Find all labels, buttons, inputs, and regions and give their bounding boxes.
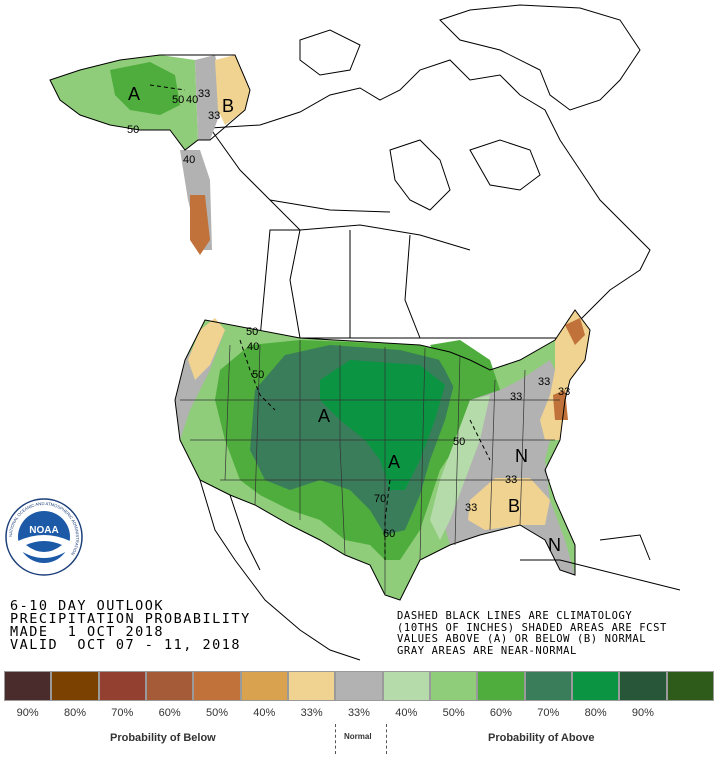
legend-percent-label: 40% <box>253 707 276 719</box>
contour-label: 33 <box>208 110 220 122</box>
legend-percent-label: 60% <box>158 707 181 719</box>
contour-label: 50 <box>127 124 139 136</box>
letter-a-plains: A <box>318 406 330 426</box>
contour-label: 33 <box>558 386 570 398</box>
outlook-map: A B A A N B N 50 40 33 33 50 40 50 50 33… <box>49 4 681 661</box>
coastlines <box>209 4 651 339</box>
legend-percent-label: 60% <box>489 707 512 719</box>
legend-swatch <box>666 671 714 701</box>
contour-label: 40 <box>183 154 195 166</box>
contour-label: 33 <box>510 391 522 403</box>
title-line: VALID OCT 07 - 11, 2018 <box>10 637 242 653</box>
alaska-shading <box>49 54 251 255</box>
note-line: (10THS OF INCHES) SHADED AREAS ARE FCST <box>397 621 667 634</box>
legend-swatch <box>287 671 336 701</box>
legend-below-label: Probability of Below <box>110 732 216 744</box>
letter-a-south: A <box>388 452 400 472</box>
legend-swatches <box>4 671 714 701</box>
legend-percent-label: 50% <box>205 707 228 719</box>
contour-label: 60 <box>383 528 395 540</box>
legend-percent-label: 80% <box>584 707 607 719</box>
legend-swatch <box>571 671 620 701</box>
contour-label: 33 <box>538 376 550 388</box>
mexico-outline <box>199 479 681 661</box>
legend-percent-label: 90% <box>16 707 39 719</box>
legend-swatch <box>51 671 99 701</box>
title-line: MADE 1 OCT 2018 <box>10 624 165 640</box>
legend-percent-label: 33% <box>300 707 323 719</box>
legend-normal-label: Normal <box>344 732 372 741</box>
letter-n-florida: N <box>548 535 561 555</box>
legend-percent-label: 50% <box>442 707 465 719</box>
contour-label: 50 <box>252 369 264 381</box>
contour-label: 50 <box>172 94 184 106</box>
notes-block: DASHED BLACK LINES ARE CLIMATOLOGY (10THS… <box>397 610 667 657</box>
legend-swatch <box>335 671 383 701</box>
noaa-logo: NOAA NATIONAL OCEANIC AND ATMOSPHERIC AD… <box>5 498 83 576</box>
legend-percent-label: 33% <box>347 707 370 719</box>
contour-label: 40 <box>247 341 259 353</box>
letter-a-alaska: A <box>128 84 140 104</box>
letter-n-east: N <box>515 446 528 466</box>
title-line: 6-10 DAY OUTLOOK <box>10 598 165 614</box>
legend-swatch <box>145 671 194 701</box>
legend-divider-left <box>335 724 336 754</box>
contour-label: 33 <box>465 502 477 514</box>
note-line: VALUES ABOVE (A) OR BELOW (B) NORMAL <box>397 633 647 645</box>
legend-above-label: Probability of Above <box>488 732 595 744</box>
legend-percent-label: 40% <box>395 707 418 719</box>
legend-divider-right <box>386 724 387 754</box>
legend-swatch <box>429 671 478 701</box>
legend-percent-label: 80% <box>63 707 86 719</box>
legend-swatch <box>4 671 52 701</box>
legend-swatch <box>240 671 288 701</box>
legend-percent-row: 90% 80% 70% 60% 50% 40% 33% 33% 40% 50% 60% 70% 80% 9… <box>4 707 714 719</box>
legend-percent-label <box>667 707 714 719</box>
letter-b-yukon: B <box>222 96 234 116</box>
contour-label: 50 <box>246 326 258 338</box>
letter-b-southeast: B <box>508 496 520 516</box>
note-line: GRAY AREAS ARE NEAR-NORMAL <box>397 644 577 657</box>
contour-label: 33 <box>505 474 517 486</box>
legend-percent-label: 90% <box>631 707 654 719</box>
legend-swatch <box>382 671 430 701</box>
legend-swatch <box>477 671 525 701</box>
legend-percent-label: 70% <box>537 707 560 719</box>
legend-swatch <box>524 671 572 701</box>
conus-shading <box>149 84 591 601</box>
contour-label: 50 <box>453 436 465 448</box>
note-line: DASHED BLACK LINES ARE CLIMATOLOGY <box>397 610 633 622</box>
contour-label: 40 <box>186 94 198 106</box>
noaa-logo-text: NOAA <box>29 525 58 536</box>
contour-label: 33 <box>198 88 210 100</box>
legend-percent-label: 70% <box>111 707 134 719</box>
legend-swatch <box>619 671 667 701</box>
title-line: PRECIPITATION PROBABILITY <box>10 611 251 627</box>
legend-swatch <box>98 671 146 701</box>
legend-swatch <box>193 671 241 701</box>
contour-label: 70 <box>374 493 386 505</box>
title-block: 6-10 DAY OUTLOOK PRECIPITATION PROBABILIT… <box>10 598 251 653</box>
